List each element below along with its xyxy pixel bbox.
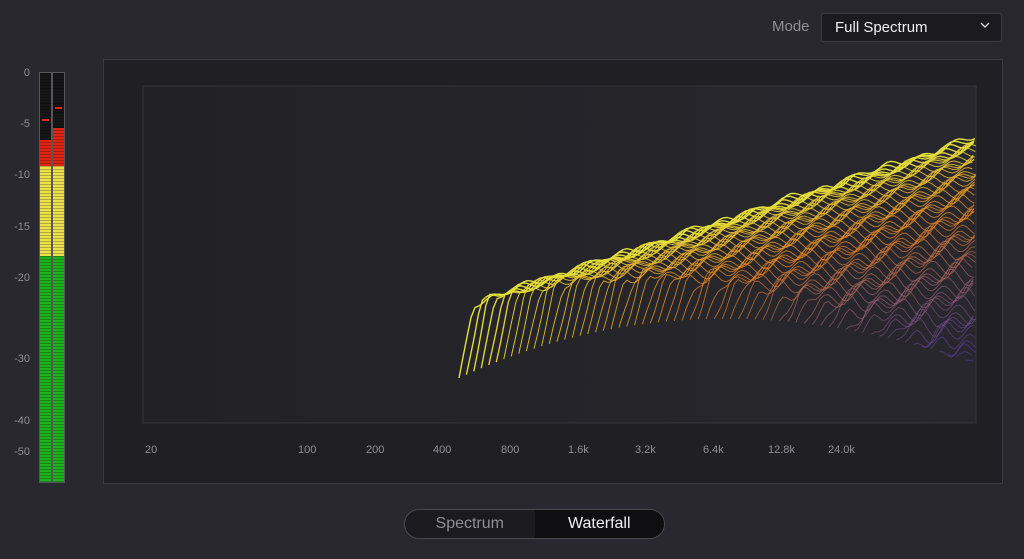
waterfall-trace bbox=[713, 217, 975, 320]
freq-axis-label: 1.6k bbox=[568, 444, 589, 456]
tab-waterfall[interactable]: Waterfall bbox=[534, 510, 664, 538]
waterfall-trace bbox=[939, 339, 976, 359]
freq-axis-label: 100 bbox=[298, 444, 317, 456]
meter-fill bbox=[40, 140, 51, 482]
waterfall-trace bbox=[579, 170, 977, 336]
meter-tick-label: -20 bbox=[14, 272, 30, 284]
meter-tick-label: -30 bbox=[14, 353, 30, 365]
peak-indicator bbox=[42, 118, 49, 121]
waterfall-trace bbox=[649, 189, 975, 324]
waterfall-panel: 20 100 200 400 800 1.6k 3.2k 6.4k 12.8k … bbox=[103, 59, 1003, 484]
meter-tick-label: -50 bbox=[14, 446, 30, 458]
freq-axis-label: 3.2k bbox=[635, 444, 656, 456]
waterfall-trace bbox=[458, 137, 976, 379]
waterfall-trace bbox=[930, 333, 976, 350]
meter-fill bbox=[53, 128, 64, 482]
waterfall-trace bbox=[778, 250, 976, 322]
waterfall-trace bbox=[681, 207, 975, 321]
meter-scale: 0 -5 -10 -15 -20 -30 -40 -50 bbox=[0, 0, 36, 500]
freq-axis-label: 12.8k bbox=[768, 444, 795, 456]
waterfall-trace bbox=[657, 193, 975, 323]
waterfall-trace bbox=[922, 323, 975, 348]
waterfall-trace bbox=[746, 234, 975, 320]
waterfall-trace bbox=[879, 302, 976, 337]
meter-channel-left bbox=[39, 72, 52, 483]
waterfall-trace bbox=[956, 350, 973, 358]
freq-axis-label: 24.0k bbox=[828, 444, 855, 456]
peak-indicator bbox=[55, 106, 62, 109]
tab-spectrum[interactable]: Spectrum bbox=[435, 515, 504, 532]
freq-axis-label: 20 bbox=[145, 444, 158, 456]
waterfall-trace bbox=[965, 359, 974, 362]
view-toggle: Spectrum Waterfall bbox=[404, 509, 665, 539]
freq-axis-label: 400 bbox=[433, 444, 452, 456]
freq-axis-label: 6.4k bbox=[703, 444, 724, 456]
freq-axis-label: 800 bbox=[501, 444, 520, 456]
waterfall-trace bbox=[947, 342, 977, 357]
meter-channel-right bbox=[52, 72, 65, 483]
waterfall-trace bbox=[525, 156, 975, 352]
waterfall-trace bbox=[610, 178, 976, 330]
meter-tick-label: -40 bbox=[14, 415, 30, 427]
waterfall-plot bbox=[142, 85, 977, 424]
waterfall-trace bbox=[887, 308, 977, 339]
plot-area bbox=[142, 85, 977, 424]
meter-tick-label: 0 bbox=[23, 67, 30, 79]
waterfall-trace bbox=[896, 316, 973, 341]
waterfall-trace bbox=[626, 183, 975, 327]
mode-label: Mode bbox=[772, 18, 810, 35]
waterfall-trace bbox=[556, 156, 974, 342]
meter-tick-label: -5 bbox=[20, 118, 30, 130]
mode-dropdown-value: Full Spectrum bbox=[835, 19, 928, 36]
waterfall-trace bbox=[836, 278, 974, 329]
waterfall-trace bbox=[729, 230, 975, 320]
waterfall-trace bbox=[795, 254, 977, 323]
waterfall-trace bbox=[641, 186, 975, 325]
waterfall-trace bbox=[787, 253, 976, 322]
waterfall-trace bbox=[673, 205, 975, 322]
waterfall-trace bbox=[533, 158, 975, 349]
waterfall-trace bbox=[913, 316, 974, 348]
chevron-down-icon bbox=[980, 22, 990, 28]
meter-tick-label: -10 bbox=[14, 169, 30, 181]
waterfall-trace bbox=[689, 204, 975, 321]
meter-tick-label: -15 bbox=[14, 221, 30, 233]
mode-dropdown[interactable]: Full Spectrum bbox=[821, 13, 1002, 42]
freq-axis-label: 200 bbox=[366, 444, 385, 456]
waterfall-trace bbox=[697, 204, 975, 320]
waterfall-trace bbox=[862, 286, 976, 333]
waterfall-trace bbox=[738, 234, 975, 320]
